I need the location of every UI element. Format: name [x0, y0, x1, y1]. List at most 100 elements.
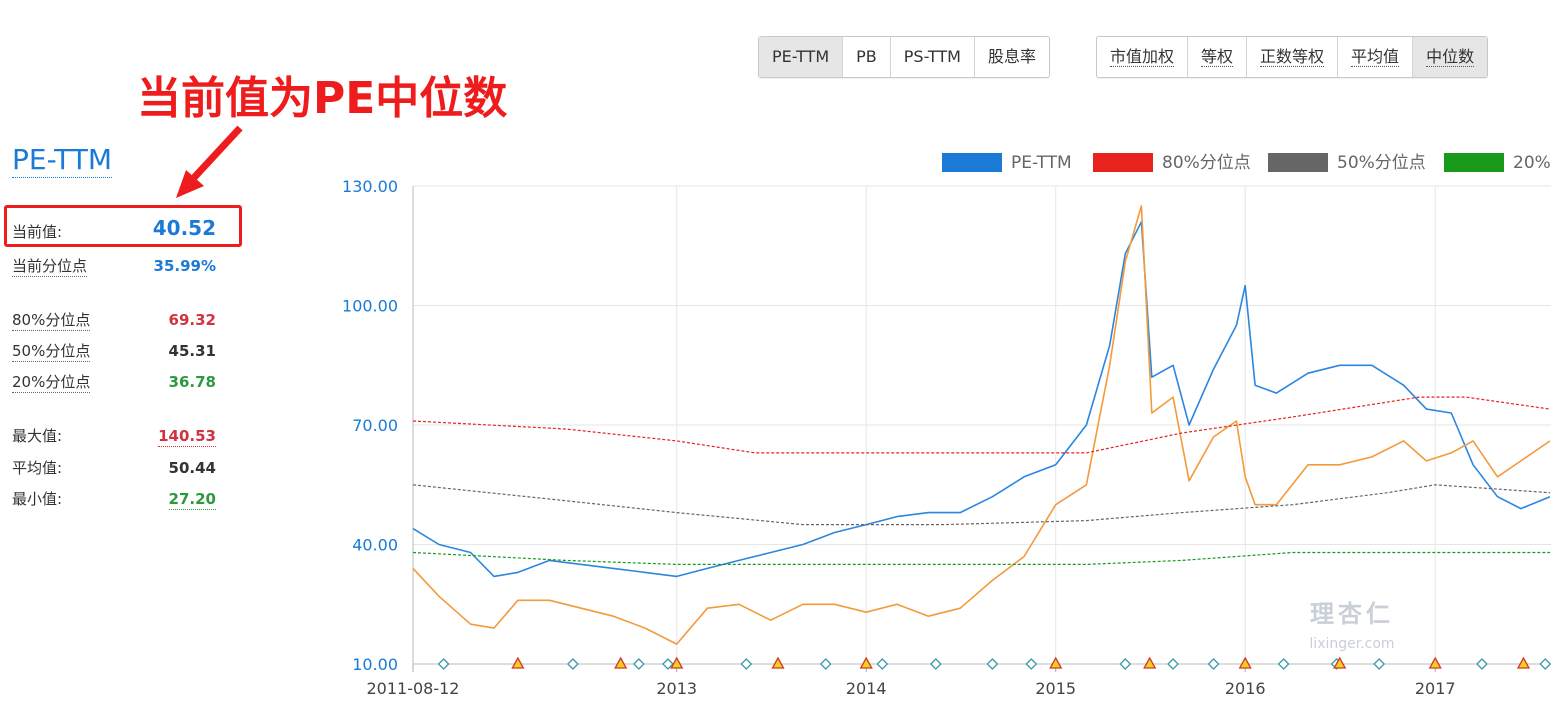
- diamond-event-marker[interactable]: [1167, 658, 1179, 670]
- x-tick-label: 2011-08-12: [367, 679, 460, 698]
- triangle-event-marker[interactable]: [1516, 656, 1531, 669]
- legend-label[interactable]: 80%分位点: [1162, 153, 1251, 173]
- stat-p50-label[interactable]: 50%分位点: [12, 342, 91, 362]
- series-p80-line: [412, 396, 1551, 454]
- stat-current-percentile-label[interactable]: 当前分位点: [12, 257, 88, 277]
- stat-p80-value: 69.32: [168, 311, 216, 329]
- x-tick-label: 2016: [1225, 679, 1266, 698]
- triangle-event-marker[interactable]: [670, 656, 684, 669]
- stat-average-label: 平均值:: [12, 459, 63, 477]
- diamond-event-marker[interactable]: [740, 658, 753, 670]
- weight-button-average[interactable]: 平均值: [1337, 37, 1412, 77]
- metric-button-group: PE-TTM PB PS-TTM 股息率: [758, 36, 1050, 78]
- metric-button-dividend-yield[interactable]: 股息率: [973, 37, 1049, 77]
- watermark-logo-text: 理杏仁: [1310, 600, 1394, 628]
- diamond-event-marker[interactable]: [1476, 658, 1488, 670]
- x-tick-label: 2017: [1415, 679, 1456, 698]
- legend-label[interactable]: PE-TTM: [1011, 153, 1072, 173]
- legend-swatch[interactable]: [1093, 153, 1153, 172]
- metric-button-pb[interactable]: PB: [842, 37, 890, 77]
- diamond-event-marker[interactable]: [1025, 658, 1038, 670]
- legend-swatch[interactable]: [1444, 153, 1504, 172]
- stat-max: 最大值: 140.53: [12, 426, 216, 450]
- stat-current: 当前值: 40.52: [12, 218, 216, 246]
- chart-legend[interactable]: PE-TTM 80%分位点 50%分位点 20%: [942, 153, 1551, 173]
- stat-max-value[interactable]: 140.53: [158, 427, 216, 447]
- watermark: 理杏仁 lixinger.com: [1309, 600, 1394, 652]
- stat-p20-value: 36.78: [168, 373, 216, 391]
- stat-p80: 80%分位点 69.32: [12, 310, 216, 334]
- weight-button-market-cap[interactable]: 市值加权: [1110, 47, 1175, 67]
- chart-grid: [413, 185, 1551, 665]
- panel-title[interactable]: PE-TTM: [12, 143, 112, 178]
- weight-button-positive-equal[interactable]: 正数等权: [1246, 37, 1337, 77]
- stat-average: 平均值: 50.44: [12, 458, 216, 482]
- legend-swatch[interactable]: [1268, 153, 1328, 172]
- x-axis: 2011-08-12 2013 2014 2015 2016 2017: [367, 186, 1551, 698]
- legend-swatch[interactable]: [942, 153, 1002, 172]
- y-axis: 130.00 100.00 70.00 40.00 10.00: [342, 177, 398, 674]
- series-p20-line: [412, 551, 1550, 565]
- stat-p50-value: 45.31: [168, 342, 216, 360]
- stat-current-percentile: 当前分位点 35.99%: [12, 256, 216, 280]
- triangle-event-marker[interactable]: [771, 656, 785, 669]
- highlight-box: [4, 205, 242, 247]
- stat-current-value: 40.52: [152, 216, 216, 240]
- triangle-event-marker[interactable]: [1428, 656, 1442, 669]
- stat-min-label: 最小值:: [12, 490, 63, 508]
- triangle-event-marker[interactable]: [614, 656, 628, 669]
- weight-button-median[interactable]: 中位数: [1412, 37, 1488, 77]
- chart-series: [412, 205, 1551, 645]
- chart-markers: [437, 656, 1551, 670]
- diamond-event-marker[interactable]: [1373, 658, 1386, 670]
- watermark-url-text: lixinger.com: [1309, 636, 1394, 652]
- diamond-event-marker[interactable]: [1539, 658, 1551, 670]
- stat-current-percentile-value: 35.99%: [153, 257, 216, 275]
- triangle-event-marker[interactable]: [1333, 656, 1347, 669]
- metric-button-pe-ttm[interactable]: PE-TTM: [759, 37, 843, 77]
- diamond-event-marker[interactable]: [819, 658, 832, 670]
- y-tick-label: 70.00: [352, 416, 398, 435]
- diamond-event-marker[interactable]: [1119, 658, 1132, 670]
- annotation-label: 当前值为PE中位数: [137, 73, 508, 124]
- stat-current-label: 当前值:: [12, 223, 63, 241]
- diamond-event-marker[interactable]: [929, 658, 942, 670]
- x-tick-label: 2015: [1035, 679, 1076, 698]
- stat-min-value[interactable]: 27.20: [168, 490, 216, 510]
- triangle-event-marker[interactable]: [859, 656, 873, 669]
- weight-button-group: 市值加权 等权 正数等权 平均值 中位数: [1096, 36, 1489, 78]
- annotation-arrow: [176, 125, 243, 198]
- triangle-event-marker[interactable]: [1238, 656, 1252, 669]
- stat-average-value: 50.44: [168, 459, 216, 477]
- x-tick-label: 2013: [656, 679, 697, 698]
- y-tick-label: 130.00: [342, 177, 398, 196]
- diamond-event-marker[interactable]: [437, 658, 450, 670]
- legend-label[interactable]: 20%: [1513, 153, 1551, 173]
- series-p50-line: [412, 484, 1551, 526]
- diamond-event-marker[interactable]: [876, 658, 889, 670]
- legend-label[interactable]: 50%分位点: [1337, 153, 1426, 173]
- triangle-event-marker[interactable]: [511, 656, 525, 669]
- diamond-event-marker[interactable]: [1207, 658, 1220, 670]
- stat-min: 最小值: 27.20: [12, 489, 216, 513]
- metric-button-ps-ttm[interactable]: PS-TTM: [889, 37, 974, 77]
- stat-p20-label[interactable]: 20%分位点: [12, 373, 91, 393]
- weight-button-equal[interactable]: 等权: [1187, 37, 1246, 77]
- stat-p80-label[interactable]: 80%分位点: [12, 311, 91, 331]
- diamond-event-marker[interactable]: [661, 658, 674, 670]
- diamond-event-marker[interactable]: [632, 658, 645, 670]
- diamond-event-marker[interactable]: [986, 658, 999, 670]
- diamond-event-marker[interactable]: [1277, 658, 1290, 670]
- series-pe-ttm-line: [412, 221, 1551, 578]
- diamond-event-marker[interactable]: [566, 658, 579, 670]
- y-tick-label: 40.00: [352, 536, 398, 555]
- series-orange-line: [412, 205, 1551, 645]
- triangle-event-marker[interactable]: [1143, 656, 1157, 669]
- x-tick-label: 2014: [846, 679, 887, 698]
- triangle-event-marker[interactable]: [1049, 656, 1063, 669]
- y-tick-label: 100.00: [342, 297, 398, 316]
- stat-p20: 20%分位点 36.78: [12, 372, 216, 396]
- stat-p50: 50%分位点 45.31: [12, 341, 216, 365]
- y-tick-label: 10.00: [352, 655, 398, 674]
